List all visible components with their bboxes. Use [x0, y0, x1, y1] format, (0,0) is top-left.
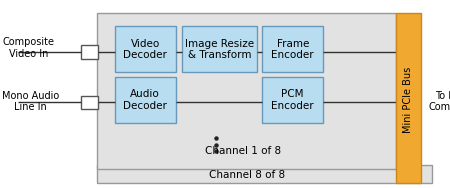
Text: PCM
Encoder: PCM Encoder [271, 89, 314, 111]
Text: Composite
Video In: Composite Video In [2, 37, 54, 59]
Bar [115, 26, 176, 72]
Text: Frame
Encoder: Frame Encoder [271, 39, 314, 60]
Text: Channel 8 of 8: Channel 8 of 8 [208, 170, 285, 180]
Text: To Host
Computer: To Host Computer [429, 91, 450, 112]
Bar [262, 77, 323, 123]
Text: Image Resize
& Transform: Image Resize & Transform [185, 39, 254, 60]
Bar [97, 13, 396, 169]
Bar [97, 165, 432, 183]
Text: Video
Decoder: Video Decoder [123, 39, 167, 60]
Text: Audio
Decoder: Audio Decoder [123, 89, 167, 111]
Text: Mini PCIe Bus: Mini PCIe Bus [403, 67, 413, 133]
Bar [81, 45, 98, 59]
Bar [182, 26, 256, 72]
Bar [115, 77, 176, 123]
Bar [81, 96, 98, 109]
Bar [396, 13, 421, 183]
Text: Mono Audio
Line In: Mono Audio Line In [2, 91, 59, 112]
Text: Channel 1 of 8: Channel 1 of 8 [205, 146, 281, 156]
Bar [262, 26, 323, 72]
